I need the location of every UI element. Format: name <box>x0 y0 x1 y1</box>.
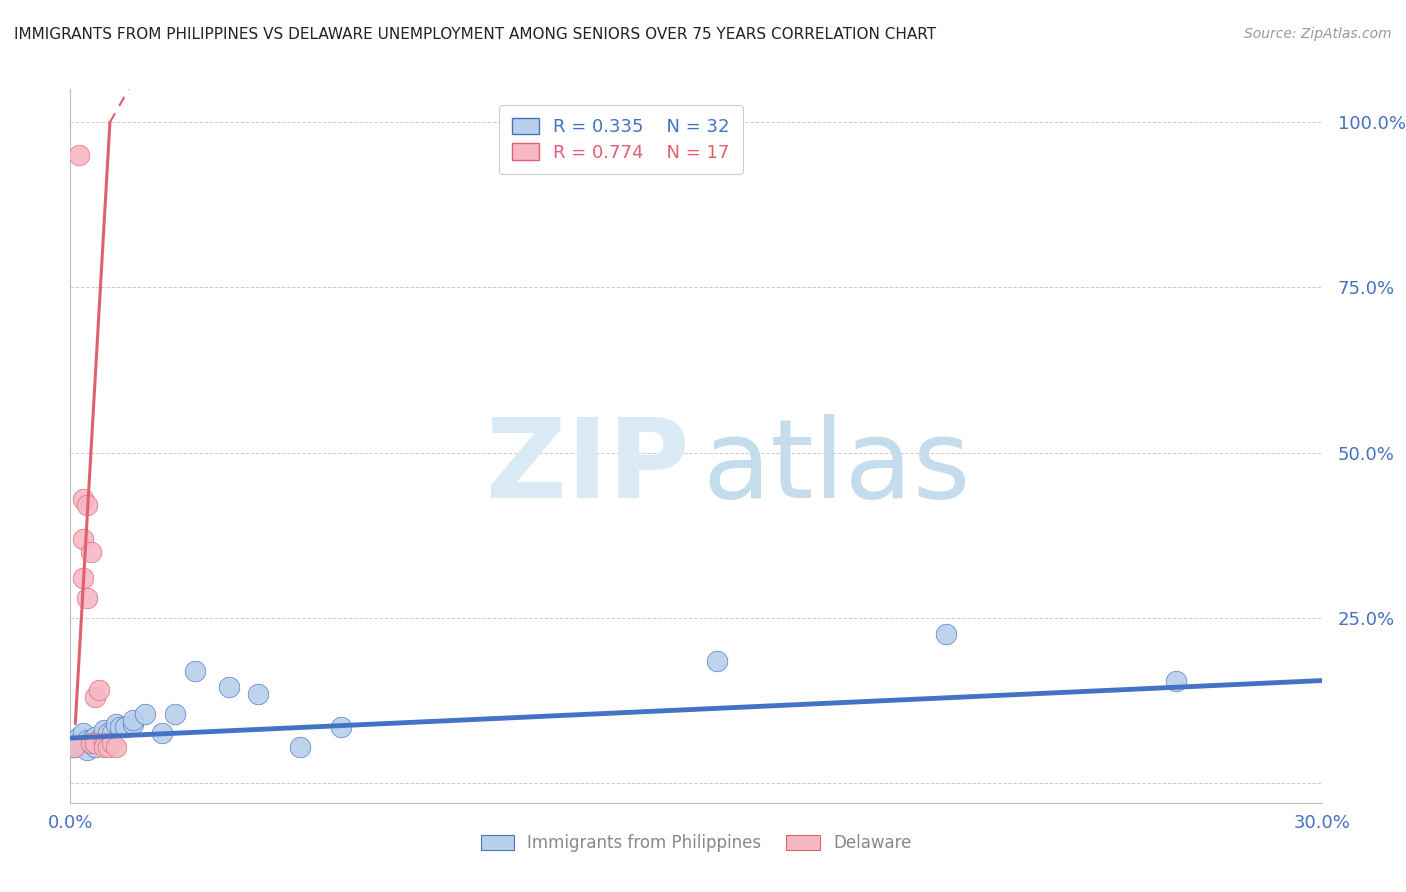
Point <box>101 726 124 740</box>
Point <box>80 736 103 750</box>
Point <box>72 736 94 750</box>
Point <box>97 726 120 740</box>
Point <box>1164 673 1187 688</box>
Point <box>121 713 145 727</box>
Point <box>93 723 115 738</box>
Point <box>93 736 115 750</box>
Point <box>63 739 86 754</box>
Point <box>67 730 90 744</box>
Point <box>330 720 353 734</box>
Point <box>72 532 94 546</box>
Point <box>76 733 98 747</box>
Point <box>80 545 103 559</box>
Point <box>706 654 728 668</box>
Point <box>67 148 90 162</box>
Point <box>93 739 115 754</box>
Point <box>89 733 111 747</box>
Point <box>121 716 145 731</box>
Point <box>72 726 94 740</box>
Point <box>101 736 124 750</box>
Text: IMMIGRANTS FROM PHILIPPINES VS DELAWARE UNEMPLOYMENT AMONG SENIORS OVER 75 YEARS: IMMIGRANTS FROM PHILIPPINES VS DELAWARE … <box>14 27 936 42</box>
Point <box>150 726 173 740</box>
Point <box>76 743 98 757</box>
Point <box>76 499 98 513</box>
Point <box>72 571 94 585</box>
Point <box>93 736 115 750</box>
Point <box>67 736 90 750</box>
Point <box>114 720 136 734</box>
Point <box>97 739 120 754</box>
Point <box>63 739 86 754</box>
Point <box>288 739 311 754</box>
Point <box>80 736 103 750</box>
Text: atlas: atlas <box>702 414 970 521</box>
Point <box>134 706 156 721</box>
Point <box>76 591 98 605</box>
Point <box>80 733 103 747</box>
Point <box>184 664 207 678</box>
Point <box>84 739 107 754</box>
Text: ZIP: ZIP <box>486 414 690 521</box>
Point <box>89 683 111 698</box>
Point <box>84 736 107 750</box>
Point <box>84 730 107 744</box>
Text: Source: ZipAtlas.com: Source: ZipAtlas.com <box>1244 27 1392 41</box>
Point <box>218 680 240 694</box>
Point <box>105 739 128 754</box>
Point <box>935 627 957 641</box>
Point <box>110 720 132 734</box>
Point <box>72 491 94 506</box>
Point <box>247 687 270 701</box>
Point <box>105 716 128 731</box>
Point <box>163 706 186 721</box>
Point <box>84 690 107 704</box>
Legend: Immigrants from Philippines, Delaware: Immigrants from Philippines, Delaware <box>474 828 918 859</box>
